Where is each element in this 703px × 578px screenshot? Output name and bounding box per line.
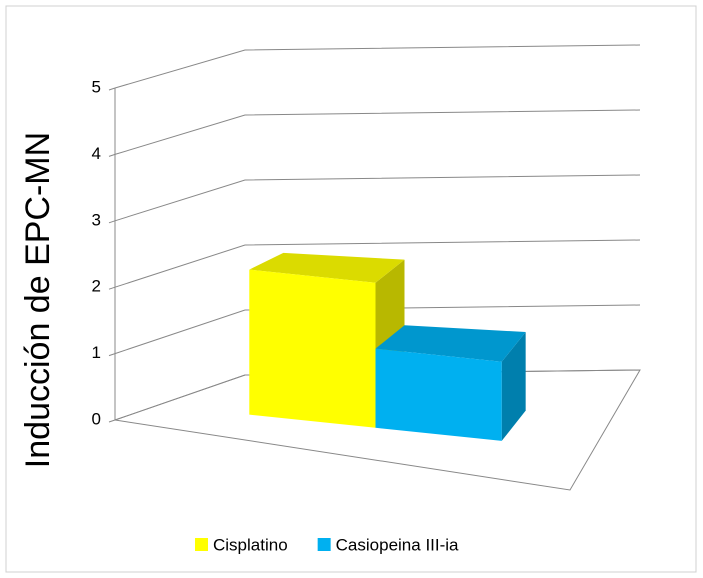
y-tick-label: 5 — [92, 77, 101, 96]
grid-line — [114, 44, 641, 89]
y-tick-label: 1 — [92, 343, 101, 362]
grid-line — [114, 174, 641, 222]
grid-line — [114, 109, 641, 155]
y-tick-label: 4 — [92, 144, 101, 163]
legend-label: Casiopeina III-ia — [336, 535, 459, 554]
y-tick — [108, 153, 116, 157]
legend-swatch — [317, 538, 331, 551]
bar-side — [501, 332, 526, 441]
bar-front — [375, 348, 502, 441]
legend-label: Cisplatino — [213, 535, 288, 554]
bar-top — [375, 325, 526, 362]
grid-line — [114, 239, 641, 288]
y-tick-label: 0 — [92, 409, 101, 428]
bar-top — [249, 252, 405, 283]
y-tick-label: 3 — [92, 210, 101, 229]
y-tick — [108, 286, 116, 290]
bar-front — [249, 269, 376, 428]
y-tick — [108, 419, 116, 423]
grid-line — [114, 304, 641, 355]
y-tick — [108, 353, 116, 357]
y-axis-label: Inducción de EPC-MN — [19, 132, 57, 468]
y-tick-label: 2 — [92, 277, 101, 296]
y-tick — [108, 87, 116, 91]
y-tick — [108, 220, 116, 224]
legend-swatch — [195, 538, 208, 551]
